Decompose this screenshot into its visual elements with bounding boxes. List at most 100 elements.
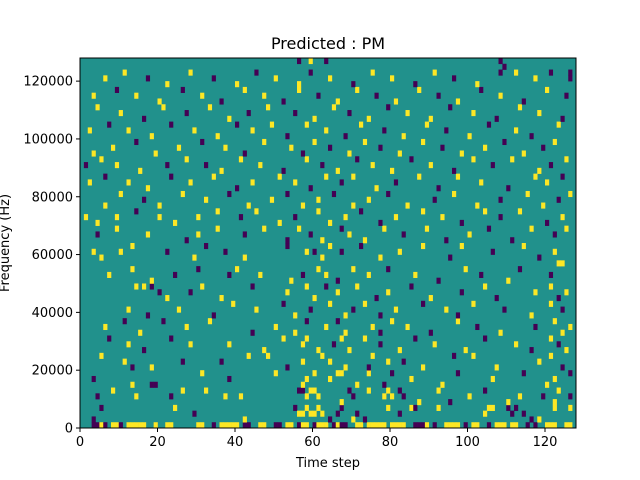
heatmap-cell [448,104,453,111]
y-tick-label: 120000 [23,75,73,90]
heatmap-cell [91,150,96,157]
heatmap-cell [421,243,426,250]
heatmap-cell [157,214,162,221]
heatmap-cell [471,300,476,307]
heatmap-cell [421,364,426,371]
heatmap-cell [382,127,387,134]
heatmap-cell [134,208,139,215]
heatmap-cell [130,266,135,273]
heatmap-cell [335,422,340,429]
heatmap-cell [432,422,437,429]
heatmap-cell [320,422,325,429]
y-tick-label: 60000 [32,248,73,263]
heatmap-cell [421,208,426,215]
heatmap-cell [145,185,151,192]
heatmap-cell [401,422,406,429]
heatmap-cell [250,283,255,290]
heatmap-cell [250,329,255,336]
heatmap-cell [552,399,557,406]
heatmap-cell [339,404,344,411]
heatmap-cell [486,422,492,429]
heatmap-cell [285,133,290,140]
heatmap-cell [95,104,100,111]
y-tick-label: 0 [65,422,73,437]
heatmap-cell [157,202,162,209]
heatmap-cell [362,138,368,146]
heatmap-cell [211,312,216,319]
heatmap-cell [382,225,387,232]
heatmap-cell [285,289,290,296]
heatmap-cell [486,225,492,232]
heatmap-cell [200,138,205,146]
heatmap-cell [440,214,445,221]
heatmap-cell [211,422,216,429]
heatmap-cell [475,81,480,88]
heatmap-cell [246,110,251,117]
heatmap-cell [409,283,414,290]
heatmap-cell [529,312,534,319]
heatmap-cell [548,271,554,278]
heatmap-cell [424,121,430,128]
heatmap-cell [304,404,309,411]
heatmap-cell [99,422,104,429]
heatmap-cell [273,75,278,82]
heatmap-cell [300,422,306,429]
heatmap-cell [273,370,278,377]
heatmap-cell [235,185,240,192]
heatmap-cell [200,92,205,99]
heatmap-cell [444,422,449,429]
heatmap-cell [138,422,143,429]
heatmap-cell [250,127,255,134]
heatmap-cell [304,335,309,342]
heatmap-cell [374,422,379,429]
heatmap-cell [99,404,104,411]
heatmap-cell [91,375,96,383]
heatmap-cell [351,81,356,88]
heatmap-cell [455,318,461,325]
heatmap-cell [351,173,356,180]
heatmap-cell [223,422,228,429]
heatmap-cell [285,422,290,429]
heatmap-cell [541,393,546,400]
heatmap-cell [362,335,368,342]
heatmap-cell [262,225,267,232]
heatmap-cell [545,86,550,93]
heatmap-cell [122,358,127,365]
heatmap-cell [180,86,185,93]
heatmap-cell [91,248,96,255]
heatmap-cell [207,104,213,111]
heatmap-cell [126,179,131,186]
heatmap-cell [401,133,406,140]
heatmap-cell [328,219,333,226]
heatmap-cell [304,283,309,290]
heatmap-cell [514,404,519,411]
heatmap-cell [343,364,348,371]
heatmap-cell [254,208,259,215]
heatmap-cell [545,381,550,388]
heatmap-cell [308,58,313,65]
heatmap-cell [324,58,329,65]
heatmap-cell [254,306,259,313]
heatmap-cell [145,312,151,319]
heatmap-cell [118,110,123,117]
heatmap-cell [479,179,484,186]
heatmap-cell [347,231,352,238]
heatmap-cell [235,121,240,128]
heatmap-cell [103,75,108,82]
heatmap-cell [537,110,542,117]
heatmap-cell [568,370,573,377]
heatmap-cell [157,98,162,105]
heatmap-cell [204,387,209,394]
heatmap-cell [440,144,445,151]
heatmap-cell [366,422,371,429]
heatmap-cell [506,185,511,192]
heatmap-cell [409,156,414,163]
heatmap-cell [281,98,286,105]
heatmap-cell [514,127,519,134]
heatmap-cell [467,393,472,400]
heatmap-cell [393,214,399,221]
x-tick-label: 20 [149,435,166,450]
heatmap-cell [362,237,368,244]
heatmap-cell [227,422,232,429]
heatmap-cell [490,375,495,383]
